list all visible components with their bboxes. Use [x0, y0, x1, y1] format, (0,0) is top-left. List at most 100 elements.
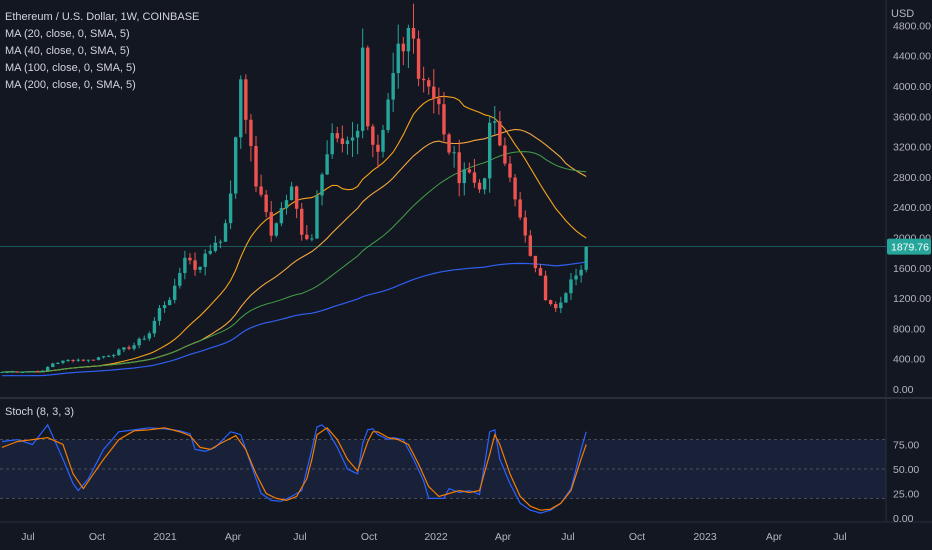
candle-body[interactable]: [335, 133, 339, 139]
candle-body[interactable]: [173, 285, 177, 300]
candle-body[interactable]: [503, 145, 507, 164]
candle-body[interactable]: [340, 138, 345, 145]
candle-body[interactable]: [569, 279, 573, 294]
candle-body[interactable]: [391, 73, 395, 100]
candle-body[interactable]: [10, 371, 14, 373]
candle-body[interactable]: [218, 241, 223, 243]
candle-body[interactable]: [442, 104, 446, 135]
candle-body[interactable]: [162, 305, 167, 309]
candle-body[interactable]: [76, 359, 80, 361]
candle-body[interactable]: [472, 172, 477, 183]
candle-body[interactable]: [396, 43, 400, 74]
candle-body[interactable]: [498, 121, 502, 146]
candle-body[interactable]: [142, 338, 146, 340]
legend-ma20[interactable]: MA (20, close, 0, SMA, 5): [5, 28, 130, 40]
candle-body[interactable]: [132, 345, 136, 349]
candle-body[interactable]: [355, 130, 360, 138]
candle-body[interactable]: [61, 360, 65, 363]
candle-body[interactable]: [315, 195, 319, 239]
candle-body[interactable]: [401, 43, 406, 52]
symbol-title[interactable]: Ethereum / U.S. Dollar, 1W, COINBASE: [5, 11, 200, 23]
legend-ma200[interactable]: MA (200, close, 0, SMA, 5): [5, 79, 136, 91]
candle-body[interactable]: [300, 208, 304, 235]
candle-body[interactable]: [25, 371, 30, 373]
candle-body[interactable]: [421, 78, 426, 81]
candle-body[interactable]: [330, 133, 334, 155]
candle-body[interactable]: [579, 269, 583, 276]
candle-body[interactable]: [523, 217, 527, 236]
candle-body[interactable]: [20, 372, 25, 374]
candle-body[interactable]: [56, 362, 60, 364]
candle-body[interactable]: [46, 367, 50, 371]
candle-body[interactable]: [543, 275, 548, 301]
candle-body[interactable]: [386, 99, 390, 131]
candle-body[interactable]: [559, 302, 563, 309]
candle-body[interactable]: [254, 146, 258, 187]
candle-body[interactable]: [345, 140, 350, 145]
candle-body[interactable]: [152, 320, 157, 334]
candle-body[interactable]: [96, 357, 101, 360]
candle-body[interactable]: [371, 126, 375, 145]
candle-series[interactable]: [0, 3, 588, 374]
candle-body[interactable]: [376, 144, 380, 152]
candle-body[interactable]: [462, 169, 466, 184]
candle-body[interactable]: [5, 371, 9, 373]
candle-body[interactable]: [0, 371, 4, 373]
candle-body[interactable]: [279, 208, 284, 224]
price-axis[interactable]: 0.00400.00800.001200.001600.002000.00240…: [893, 20, 931, 396]
candle-body[interactable]: [427, 80, 431, 87]
candle-body[interactable]: [157, 308, 162, 321]
candle-body[interactable]: [416, 38, 421, 79]
candle-body[interactable]: [188, 257, 192, 261]
candle-body[interactable]: [147, 333, 152, 339]
stoch-axis[interactable]: 0.00 25.00 50.00 75.00: [893, 440, 919, 526]
candle-body[interactable]: [239, 79, 243, 138]
candle-body[interactable]: [574, 275, 578, 280]
candle-body[interactable]: [40, 370, 45, 373]
candle-body[interactable]: [482, 178, 487, 190]
candle-body[interactable]: [198, 266, 202, 270]
candle-body[interactable]: [71, 359, 75, 361]
candle-body[interactable]: [249, 119, 253, 147]
candle-body[interactable]: [91, 359, 96, 361]
legend-ma40[interactable]: MA (40, close, 0, SMA, 5): [5, 45, 130, 57]
candle-body[interactable]: [66, 359, 70, 361]
candle-body[interactable]: [51, 363, 55, 368]
candle-body[interactable]: [406, 27, 411, 52]
candle-body[interactable]: [487, 122, 492, 179]
candle-body[interactable]: [264, 194, 268, 213]
candle-body[interactable]: [112, 354, 116, 356]
candle-body[interactable]: [518, 199, 522, 218]
candle-body[interactable]: [320, 174, 324, 196]
candle-body[interactable]: [193, 260, 197, 270]
candle-body[interactable]: [35, 371, 40, 373]
candle-body[interactable]: [259, 186, 263, 195]
candle-body[interactable]: [508, 163, 512, 178]
candle-body[interactable]: [178, 272, 182, 286]
candle-body[interactable]: [127, 347, 131, 349]
candle-body[interactable]: [381, 130, 385, 152]
candle-body[interactable]: [15, 371, 19, 373]
candle-body[interactable]: [208, 250, 212, 254]
candle-body[interactable]: [467, 169, 472, 173]
candle-body[interactable]: [493, 121, 497, 123]
candle-body[interactable]: [564, 293, 568, 303]
candle-body[interactable]: [30, 371, 35, 373]
candle-body[interactable]: [452, 152, 456, 154]
candle-body[interactable]: [513, 177, 517, 200]
candle-body[interactable]: [284, 200, 289, 209]
candle-body[interactable]: [350, 137, 355, 141]
candle-body[interactable]: [117, 349, 121, 355]
candle-body[interactable]: [101, 356, 106, 358]
candle-body[interactable]: [325, 154, 329, 175]
candle-body[interactable]: [533, 255, 538, 269]
candle-body[interactable]: [223, 223, 228, 242]
candle-body[interactable]: [122, 347, 126, 350]
candle-body[interactable]: [244, 79, 248, 120]
candle-body[interactable]: [294, 186, 299, 209]
candle-body[interactable]: [183, 257, 187, 273]
candle-body[interactable]: [167, 299, 172, 306]
candle-body[interactable]: [528, 235, 533, 256]
candle-body[interactable]: [289, 186, 294, 201]
